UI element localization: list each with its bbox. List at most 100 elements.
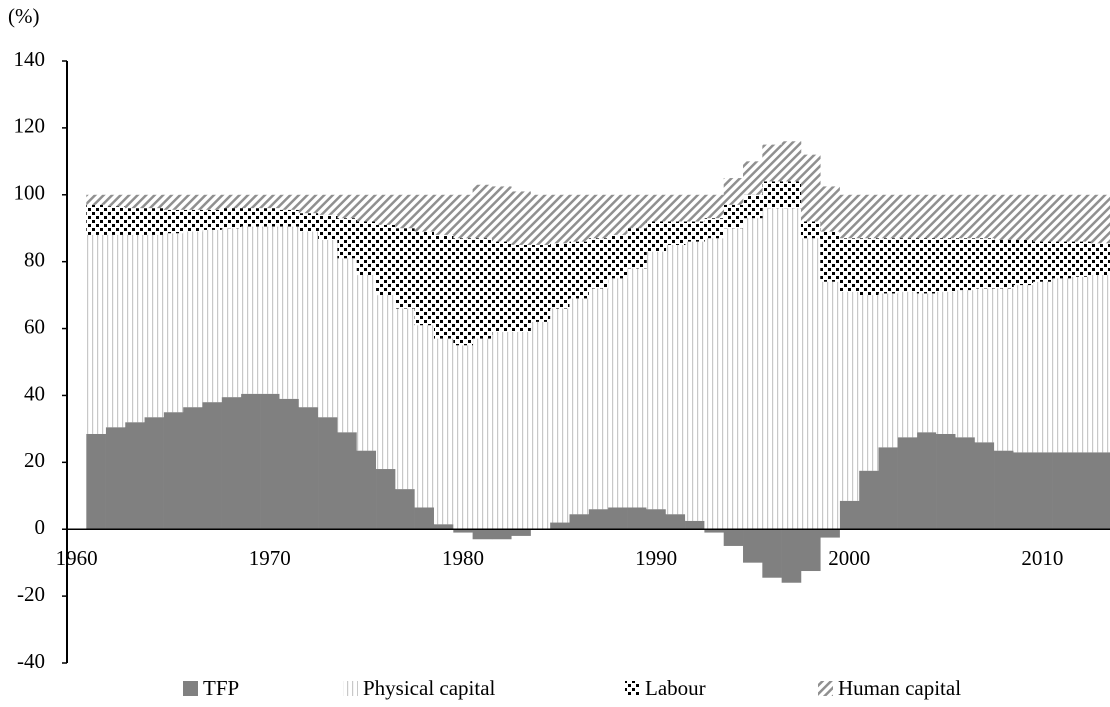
bar-segment (86, 204, 106, 235)
bar-segment (221, 194, 242, 209)
bar-segment (453, 238, 473, 346)
bar-segment (491, 331, 512, 530)
bar-segment (820, 231, 840, 282)
bar-segment (202, 402, 222, 530)
bar-segment (1052, 278, 1072, 453)
bar-segment (781, 208, 802, 530)
bar-segment (588, 194, 609, 239)
bar-segment (723, 204, 744, 229)
bar-segment (820, 529, 840, 538)
bar-segment (936, 238, 956, 292)
bar-segment (646, 194, 667, 222)
bar-segment (916, 238, 937, 294)
bar-segment (511, 244, 531, 332)
bar-segment (105, 194, 126, 207)
bar-segment (897, 194, 918, 239)
legend-item: TFP (183, 676, 239, 700)
x-tick-label: 2010 (1021, 546, 1063, 570)
bar-segment (433, 338, 454, 525)
bar-segment (376, 295, 396, 470)
bar-segment (279, 194, 300, 210)
bar-segment (897, 291, 918, 438)
bar-segment (163, 412, 184, 530)
bar-segment (994, 450, 1014, 530)
bar-segment (414, 194, 435, 232)
legend-swatch (818, 681, 833, 696)
bar-segment (588, 509, 609, 530)
bar-segment (395, 308, 415, 490)
bar-segment (453, 345, 473, 530)
legend-swatch (183, 681, 198, 696)
bar-segment (665, 514, 686, 530)
bar-segment (356, 221, 377, 276)
bar-segment (144, 234, 164, 418)
bar-segment (569, 514, 589, 530)
bar-segment (839, 238, 860, 292)
bar-segment (762, 144, 782, 182)
x-tick-label: 1980 (442, 546, 484, 570)
bar-segment (144, 208, 164, 235)
bar-segment (646, 251, 667, 510)
bar-segment (974, 238, 995, 289)
bar-segment (974, 288, 995, 443)
bar-segment (105, 234, 126, 428)
y-tick-label: 120 (14, 114, 46, 138)
bar-segment (105, 206, 126, 235)
bar-segment (878, 238, 898, 294)
bar-segment (240, 226, 261, 394)
bar-segment (800, 238, 821, 530)
bar-segment (240, 208, 261, 227)
bar-segment (511, 191, 531, 245)
bar-segment (260, 208, 280, 227)
bar-segment (588, 238, 609, 289)
bar-segment (607, 194, 628, 235)
legend-item: Human capital (818, 676, 961, 700)
bar-segment (878, 293, 898, 448)
bar-segment (820, 186, 840, 232)
bar-segment (240, 393, 261, 530)
bar-segment (607, 234, 628, 279)
bar-segment (221, 397, 242, 530)
bar-segment (279, 398, 300, 530)
bar-segment (453, 194, 473, 239)
bar-segment (665, 244, 686, 515)
x-tick-label: 2000 (828, 546, 870, 570)
legend-label: Human capital (838, 676, 961, 700)
bar-segment (974, 194, 995, 239)
bar-segment (916, 432, 937, 530)
bar-segment (202, 209, 222, 230)
y-tick-label: 60 (24, 314, 45, 338)
bar-segment (955, 290, 976, 438)
bar-segment (607, 278, 628, 508)
bar-segment (1090, 194, 1110, 244)
bar-segment (685, 520, 705, 530)
bar-segment (414, 231, 435, 326)
bar-segment (163, 194, 184, 210)
x-tick-label: 1990 (635, 546, 677, 570)
bar-segment (337, 258, 358, 433)
bar-segment (376, 194, 396, 225)
bar-segment (800, 221, 821, 239)
bar-segment (1071, 194, 1091, 242)
bar-segment (182, 407, 203, 530)
bar-segment (530, 244, 551, 322)
bar-segment (221, 208, 242, 229)
y-tick-label: 40 (24, 381, 45, 405)
legend-label: Physical capital (363, 676, 496, 700)
bar-segment (685, 221, 705, 242)
bar-segment (1013, 239, 1034, 286)
bar-segment (279, 226, 300, 399)
bar-segment (376, 469, 396, 530)
bar-segment (665, 194, 686, 222)
bar-segment (1032, 452, 1053, 530)
bar-segment (395, 489, 415, 530)
bar-segment (472, 529, 493, 540)
bar-segment (124, 194, 145, 209)
bar-segment (144, 417, 164, 530)
bar-segment (240, 194, 261, 209)
bar-segment (743, 161, 763, 195)
bar-segment (743, 194, 763, 219)
bar-segment (1013, 285, 1034, 453)
y-tick-label: -40 (17, 649, 45, 673)
bar-segment (395, 194, 415, 229)
